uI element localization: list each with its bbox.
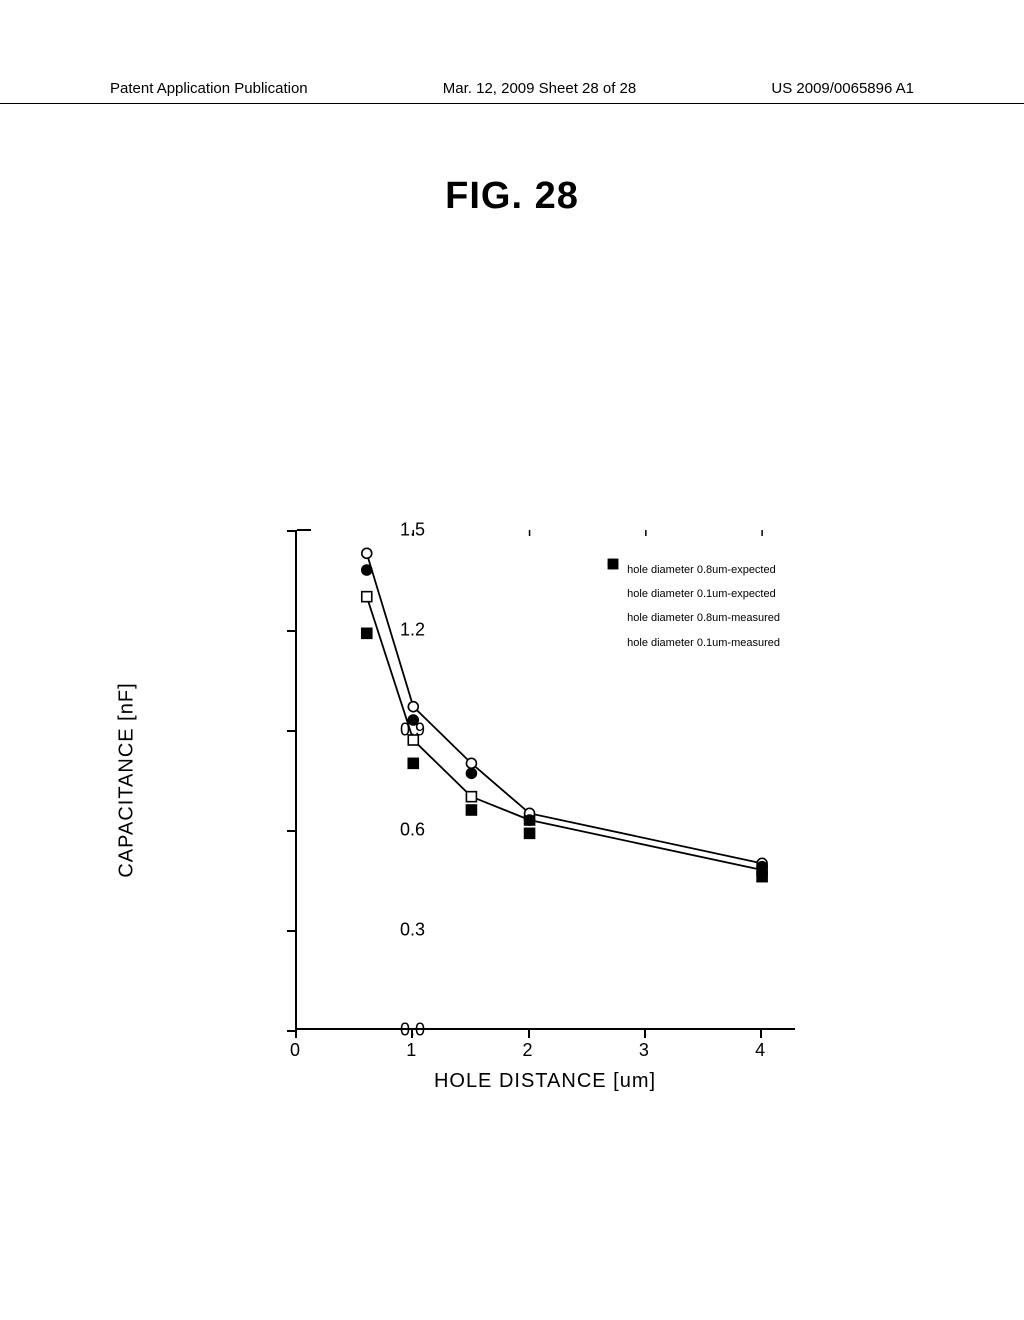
x-tick-label: 0 (290, 1040, 300, 1061)
y-tick-label: 0.3 (400, 920, 425, 941)
y-tick-label: 1.2 (400, 620, 425, 641)
y-tick (287, 930, 295, 932)
y-tick (287, 630, 295, 632)
y-tick-label: 0.6 (400, 820, 425, 841)
x-tick (760, 1030, 762, 1038)
x-tick-container (295, 530, 795, 1030)
patent-header: Patent Application Publication Mar. 12, … (0, 80, 1024, 104)
y-tick-label: 0.9 (400, 720, 425, 741)
y-tick-label: 0.0 (400, 1020, 425, 1041)
x-tick-label: 2 (523, 1040, 533, 1061)
y-axis-label: CAPACITANCE [nF] (116, 682, 139, 877)
y-tick (287, 530, 295, 532)
chart-container: CAPACITANCE [nF] HOLE DISTANCE [um] hole… (195, 530, 835, 1090)
y-tick (287, 830, 295, 832)
x-tick-label: 4 (755, 1040, 765, 1061)
x-tick-label: 1 (406, 1040, 416, 1061)
header-center: Mar. 12, 2009 Sheet 28 of 28 (443, 80, 636, 97)
header-right: US 2009/0065896 A1 (771, 80, 914, 97)
x-tick-label: 3 (639, 1040, 649, 1061)
figure-title: FIG. 28 (0, 175, 1024, 218)
y-tick-label: 1.5 (400, 520, 425, 541)
x-tick (644, 1030, 646, 1038)
x-axis-label: HOLE DISTANCE [um] (295, 1070, 795, 1093)
x-tick (295, 1030, 297, 1038)
y-tick (287, 1030, 295, 1032)
header-left: Patent Application Publication (110, 80, 308, 97)
x-tick (528, 1030, 530, 1038)
y-tick (287, 730, 295, 732)
